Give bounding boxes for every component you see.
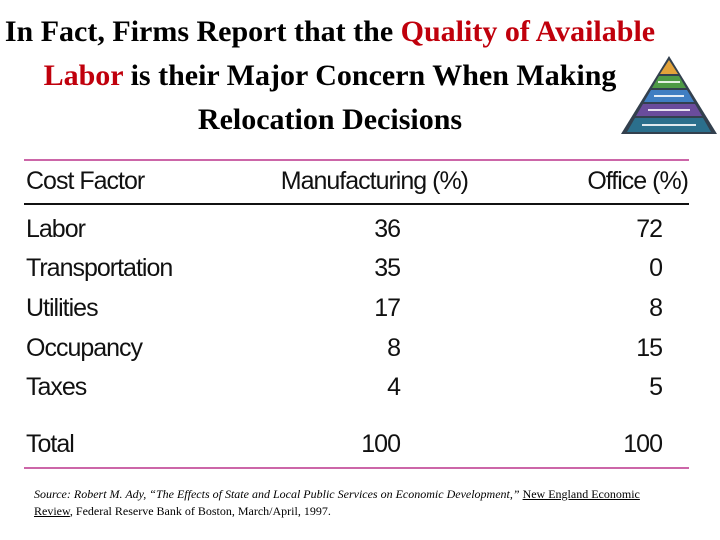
table-header-rule — [24, 203, 689, 205]
source-journal: New England Economic Review — [34, 487, 640, 518]
header-office: Office (%) — [587, 167, 689, 195]
source-prefix: Source: Robert M. Ady, “The Effects of S… — [34, 487, 523, 501]
table-top-rule — [24, 159, 689, 161]
row-label: Labor — [26, 215, 86, 243]
title-part-1: In Fact, Firms Report that the — [4, 15, 401, 48]
header-cost-factor: Cost Factor — [26, 167, 145, 195]
slide-title: In Fact, Firms Report that the Quality o… — [0, 10, 660, 142]
row-manufacturing-value: 4 — [387, 373, 401, 401]
row-manufacturing-value: 35 — [374, 254, 401, 282]
source-citation: Source: Robert M. Ady, “The Effects of S… — [34, 486, 674, 520]
row-label: Utilities — [26, 294, 99, 322]
header-manufacturing: Manufacturing (%) — [280, 167, 469, 195]
total-office-value: 100 — [623, 430, 663, 458]
row-label: Transportation — [26, 254, 173, 282]
row-manufacturing-value: 17 — [374, 294, 401, 322]
total-manufacturing-value: 100 — [361, 430, 401, 458]
row-office-value: 5 — [649, 373, 663, 401]
title-part-2: is their Major Concern When Making Reloc… — [123, 59, 617, 136]
row-office-value: 8 — [649, 294, 663, 322]
title-highlight: Quality of Available Labor — [43, 15, 656, 92]
row-office-value: 0 — [649, 254, 663, 282]
table-bottom-rule — [24, 467, 689, 469]
row-manufacturing-value: 8 — [387, 334, 401, 362]
row-office-value: 72 — [636, 215, 663, 243]
total-label: Total — [26, 430, 75, 458]
row-office-value: 15 — [636, 334, 663, 362]
row-label: Occupancy — [26, 334, 143, 362]
source-suffix: , Federal Reserve Bank of Boston, March/… — [69, 504, 331, 518]
row-manufacturing-value: 36 — [374, 215, 401, 243]
row-label: Taxes — [26, 373, 87, 401]
pyramid-icon — [621, 56, 717, 134]
